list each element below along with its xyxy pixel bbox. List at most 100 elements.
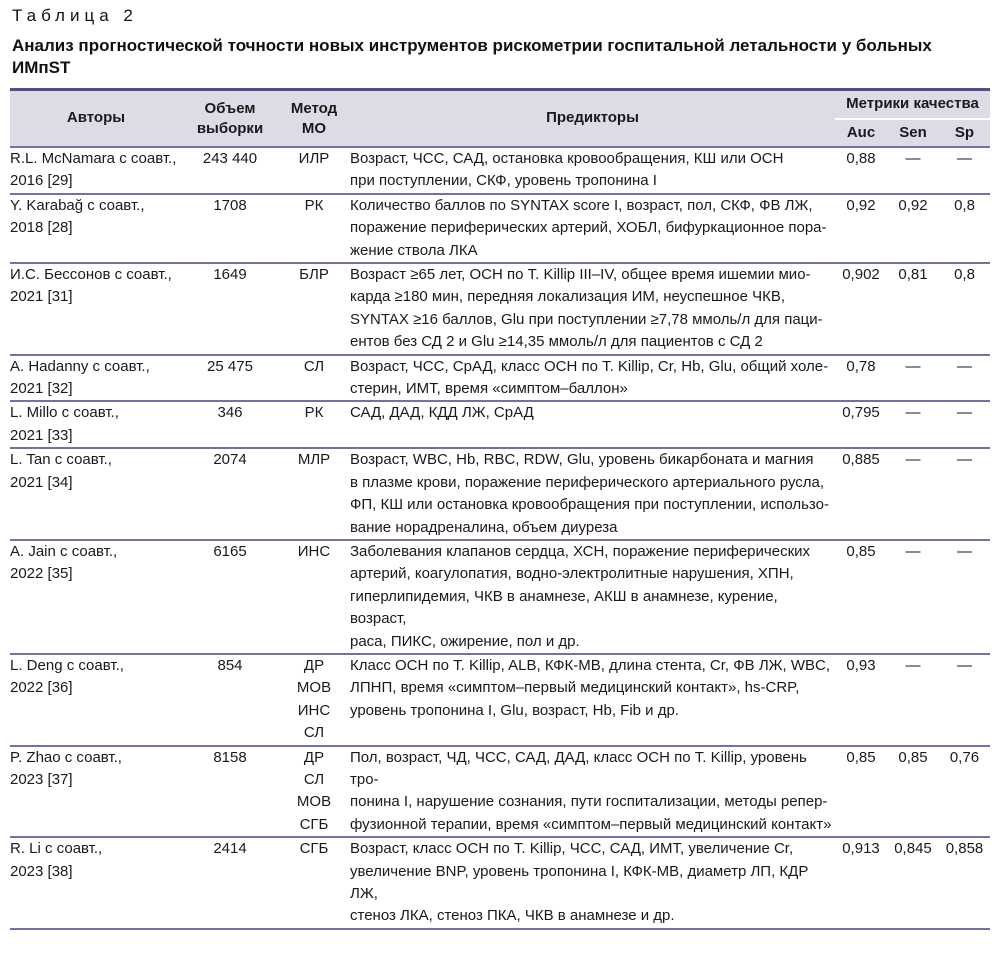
authors-line: L. Tan с соавт., [10, 451, 112, 469]
predictors-line: Пол, возраст, ЧД, ЧСС, САД, ДАД, класс О… [350, 748, 807, 788]
cell-sp: — [939, 652, 990, 746]
cell-sample-size: 243 440 [182, 146, 278, 194]
cell-auc: 0,78 [835, 353, 887, 402]
method-line: СЛ [303, 357, 325, 375]
predictors-line: раса, ПИКС, ожирение, пол и др. [350, 632, 580, 650]
predictors-line: SYNTAX ≥16 баллов, Glu при поступлении ≥… [350, 310, 823, 328]
table-row: L. Deng с соавт., 2022 [36] 854 ДР МОВ ИНС СЛ К… [10, 652, 990, 746]
cell-sp: — [939, 146, 990, 194]
header-method: Метод МО [278, 88, 350, 147]
cell-authors: L. Deng с соавт., 2022 [36] [10, 652, 182, 746]
method-line: МЛР [297, 451, 331, 469]
authors-line: L. Millo с соавт., [10, 404, 119, 422]
cell-auc: 0,88 [835, 146, 887, 194]
cell-sample-size: 2074 [182, 447, 278, 540]
cell-predictors: Возраст, класс ОСН по T. Killip, ЧСС, СА… [350, 836, 835, 930]
predictors-line: ЛПНП, время «симптом–первый медицинский … [350, 679, 800, 697]
method-line: ДР [303, 656, 325, 674]
table-title: Анализ прогностической точности новых ин… [12, 36, 932, 77]
method-line: МОВ [296, 679, 332, 697]
cell-method: СЛ [278, 353, 350, 402]
table-row: R.L. McNamara с соавт., 2016 [29] 243 440 И… [10, 146, 990, 194]
predictors-line: поражение периферических артерий, ХОБЛ, … [350, 219, 827, 237]
predictors-line: Возраст ≥65 лет, ОСН по T. Killip III–IV… [350, 266, 811, 284]
predictors-line: Возраст, ЧСС, СрАД, класс ОСН по T. Kill… [350, 357, 829, 375]
authors-line: P. Zhao с соавт., [10, 748, 122, 766]
table-row: A. Hadanny с соавт., 2021 [32] 25 475 СЛ Воз… [10, 353, 990, 402]
cell-sp: 0,858 [939, 836, 990, 930]
table-row: L. Millo с соавт., 2021 [33] 346 РК САД, ДАД… [10, 400, 990, 449]
cell-auc: 0,902 [835, 262, 887, 355]
cell-authors: Y. Karabağ с соавт., 2018 [28] [10, 192, 182, 264]
cell-authors: И.С. Бессонов с соавт., 2021 [31] [10, 262, 182, 355]
cell-predictors: Пол, возраст, ЧД, ЧСС, САД, ДАД, класс О… [350, 744, 835, 838]
cell-predictors: Количество баллов по SYNTAX score I, воз… [350, 192, 835, 264]
authors-line: 2018 [28] [10, 219, 73, 237]
predictors-line: Возраст, класс ОСН по T. Killip, ЧСС, СА… [350, 840, 794, 858]
cell-sen: — [887, 538, 939, 654]
cell-auc: 0,92 [835, 192, 887, 264]
cell-auc: 0,93 [835, 652, 887, 746]
predictors-line: стерин, ИМТ, время «симптом–баллон» [350, 380, 628, 398]
cell-sp: 0,8 [939, 192, 990, 264]
cell-sen: 0,92 [887, 192, 939, 264]
cell-sp: — [939, 447, 990, 540]
authors-line: 2022 [36] [10, 679, 73, 697]
authors-line: R.L. McNamara с соавт., [10, 150, 177, 167]
cell-sample-size: 6165 [182, 538, 278, 654]
cell-sample-size: 1649 [182, 262, 278, 355]
cell-sample-size: 2414 [182, 836, 278, 930]
cell-method: РК [278, 192, 350, 264]
cell-sen: 0,81 [887, 262, 939, 355]
cell-predictors: Класс ОСН по T. Killip, ALB, КФК-МВ, дли… [350, 652, 835, 746]
predictors-line: стеноз ЛКА, стеноз ПКА, ЧКВ в анамнезе и… [350, 907, 675, 925]
cell-sp: — [939, 353, 990, 402]
cell-predictors: Возраст, WBC, Hb, RBC, RDW, Glu, уровень… [350, 447, 835, 540]
predictors-line: Класс ОСН по T. Killip, ALB, КФК-МВ, дли… [350, 656, 831, 674]
cell-authors: R. Li с соавт., 2023 [38] [10, 836, 182, 930]
cell-auc: 0,85 [835, 744, 887, 838]
cell-method: РК [278, 400, 350, 449]
table-row: A. Jain с соавт., 2022 [35] 6165 ИНС Заболев… [10, 538, 990, 654]
cell-sp: — [939, 400, 990, 449]
table-row: L. Tan с соавт., 2021 [34] 2074 МЛР Возраст,… [10, 447, 990, 540]
method-line: ДР [303, 748, 325, 766]
predictors-line: Возраст, ЧСС, САД, остановка кровообраще… [350, 150, 784, 167]
table-row: R. Li с соавт., 2023 [38] 2414 СГБ Возраст, … [10, 836, 990, 930]
cell-sp: — [939, 538, 990, 654]
authors-line: 2022 [35] [10, 565, 73, 583]
cell-predictors: САД, ДАД, КДД ЛЖ, СрАД [350, 400, 835, 449]
cell-method: ИЛР [278, 146, 350, 194]
method-line: РК [304, 196, 324, 214]
header-metrics: Метрики качества [835, 88, 990, 119]
predictors-line: САД, ДАД, КДД ЛЖ, СрАД [350, 404, 534, 422]
header-sp: Sp [939, 118, 990, 147]
cell-authors: L. Millo с соавт., 2021 [33] [10, 400, 182, 449]
authors-line: 2023 [38] [10, 862, 73, 880]
method-line: СГБ [299, 815, 329, 833]
predictors-line: фузионной терапии, время «симптом–первый… [350, 815, 832, 833]
predictors-line: Количество баллов по SYNTAX score I, воз… [350, 196, 813, 214]
method-line: ИНС [297, 701, 331, 719]
method-line: ИНС [297, 542, 331, 560]
cell-sample-size: 25 475 [182, 353, 278, 402]
cell-method: БЛР [278, 262, 350, 355]
authors-line: L. Deng с соавт., [10, 656, 124, 674]
predictors-line: Возраст, WBC, Hb, RBC, RDW, Glu, уровень… [350, 451, 814, 469]
method-line: СЛ [303, 770, 325, 788]
cell-authors: R.L. McNamara с соавт., 2016 [29] [10, 146, 182, 194]
authors-line: 2021 [34] [10, 473, 73, 491]
table-label: Таблица 2 [12, 6, 138, 25]
method-line: РК [304, 404, 324, 422]
authors-line: 2016 [29] [10, 172, 73, 190]
cell-sample-size: 346 [182, 400, 278, 449]
table-row: Y. Karabağ с соавт., 2018 [28] 1708 РК Колич… [10, 192, 990, 264]
cell-predictors: Возраст, ЧСС, САД, остановка кровообраще… [350, 146, 835, 194]
cell-predictors: Возраст, ЧСС, СрАД, класс ОСН по T. Kill… [350, 353, 835, 402]
predictors-line: вание норадреналина, объем диуреза [350, 518, 618, 536]
predictors-line: артерий, коагулопатия, водно-электролитн… [350, 565, 794, 583]
predictors-line: увеличение BNP, уровень тропонина I, КФК… [350, 862, 809, 902]
table-header: Авторы Объем выборки Метод МО Предикторы… [10, 88, 990, 147]
header-auc: Auc [835, 118, 887, 147]
predictors-line: жение ствола ЛКА [350, 241, 478, 259]
